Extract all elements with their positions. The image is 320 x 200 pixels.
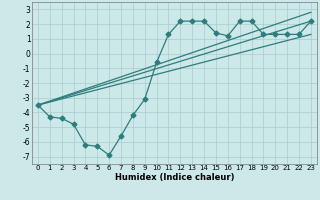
- X-axis label: Humidex (Indice chaleur): Humidex (Indice chaleur): [115, 173, 234, 182]
